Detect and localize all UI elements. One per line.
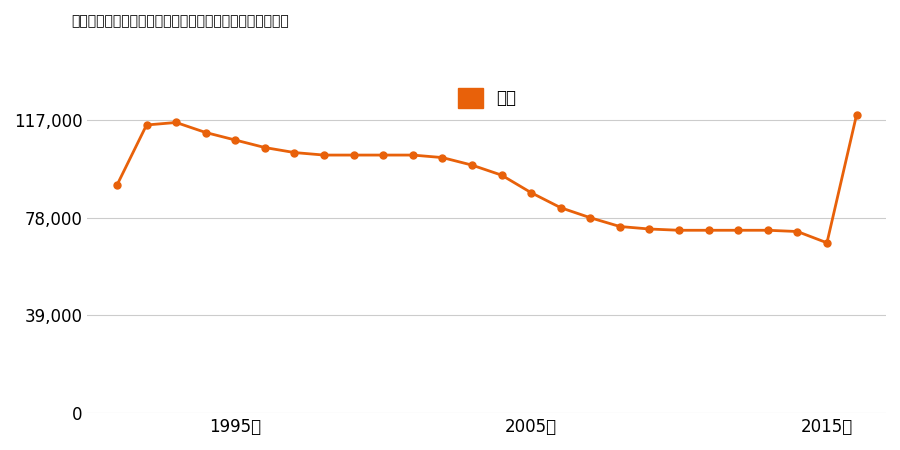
Legend: 価格: 価格 — [449, 80, 524, 117]
Text: 宮城県仙台市若林区蒲町字土手下中１２番２４の地価推移: 宮城県仙台市若林区蒲町字土手下中１２番２４の地価推移 — [71, 14, 289, 28]
